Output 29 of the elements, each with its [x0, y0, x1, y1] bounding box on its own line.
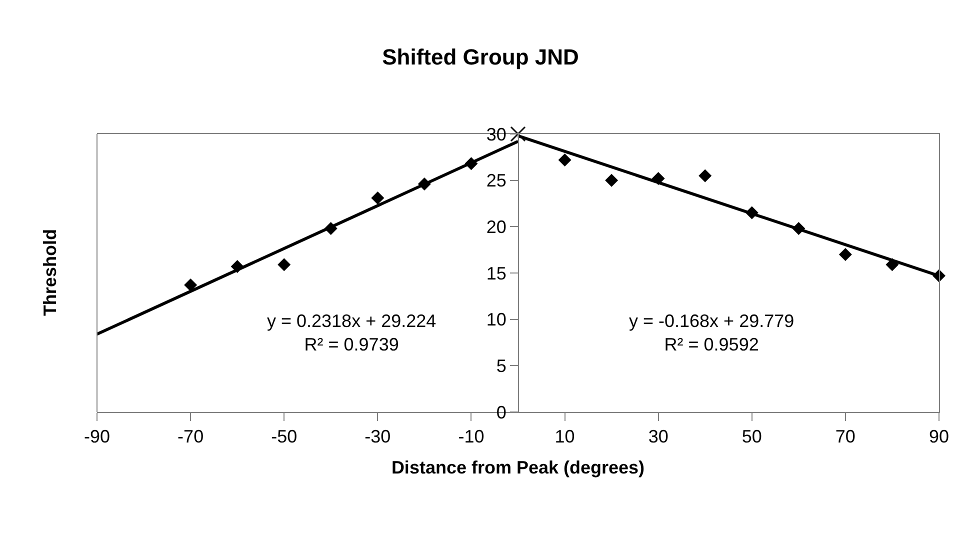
x-tick-label: 70	[835, 426, 856, 447]
x-tick-label: -90	[84, 426, 110, 447]
point	[278, 258, 291, 272]
y-axis-title: Threshold	[40, 229, 60, 316]
point	[838, 248, 852, 261]
y-tick-label: 15	[486, 263, 506, 284]
y-tick-label: 25	[486, 170, 506, 191]
x-tick-label: 30	[648, 426, 668, 447]
point	[698, 169, 712, 182]
x-tick-label: 10	[554, 426, 575, 447]
y-tick-label: 0	[496, 402, 506, 422]
annotation: y = 0.2318x + 29.224 R² = 0.9739	[267, 311, 436, 354]
x-tick-label: -70	[178, 426, 204, 447]
point	[558, 153, 572, 166]
annotation: y = -0.168x + 29.779 R² = 0.9592	[629, 311, 794, 354]
point	[371, 191, 384, 204]
x-tick-label: 90	[928, 426, 950, 447]
chart-title: Shifted Group JND	[382, 44, 579, 70]
x-tick-label: 50	[742, 426, 762, 447]
x-tick-label: -50	[271, 426, 298, 447]
point	[605, 174, 618, 187]
y-tick-label: 5	[496, 356, 506, 376]
x-axis-title: Distance from Peak (degrees)	[391, 458, 645, 478]
y-tick-label: 20	[486, 216, 506, 237]
x-tick-label: -30	[364, 426, 391, 447]
x-tick-label: -10	[458, 426, 484, 447]
y-tick-label: 10	[486, 310, 506, 330]
point	[184, 278, 198, 292]
y-tick-label: 30	[486, 124, 506, 144]
